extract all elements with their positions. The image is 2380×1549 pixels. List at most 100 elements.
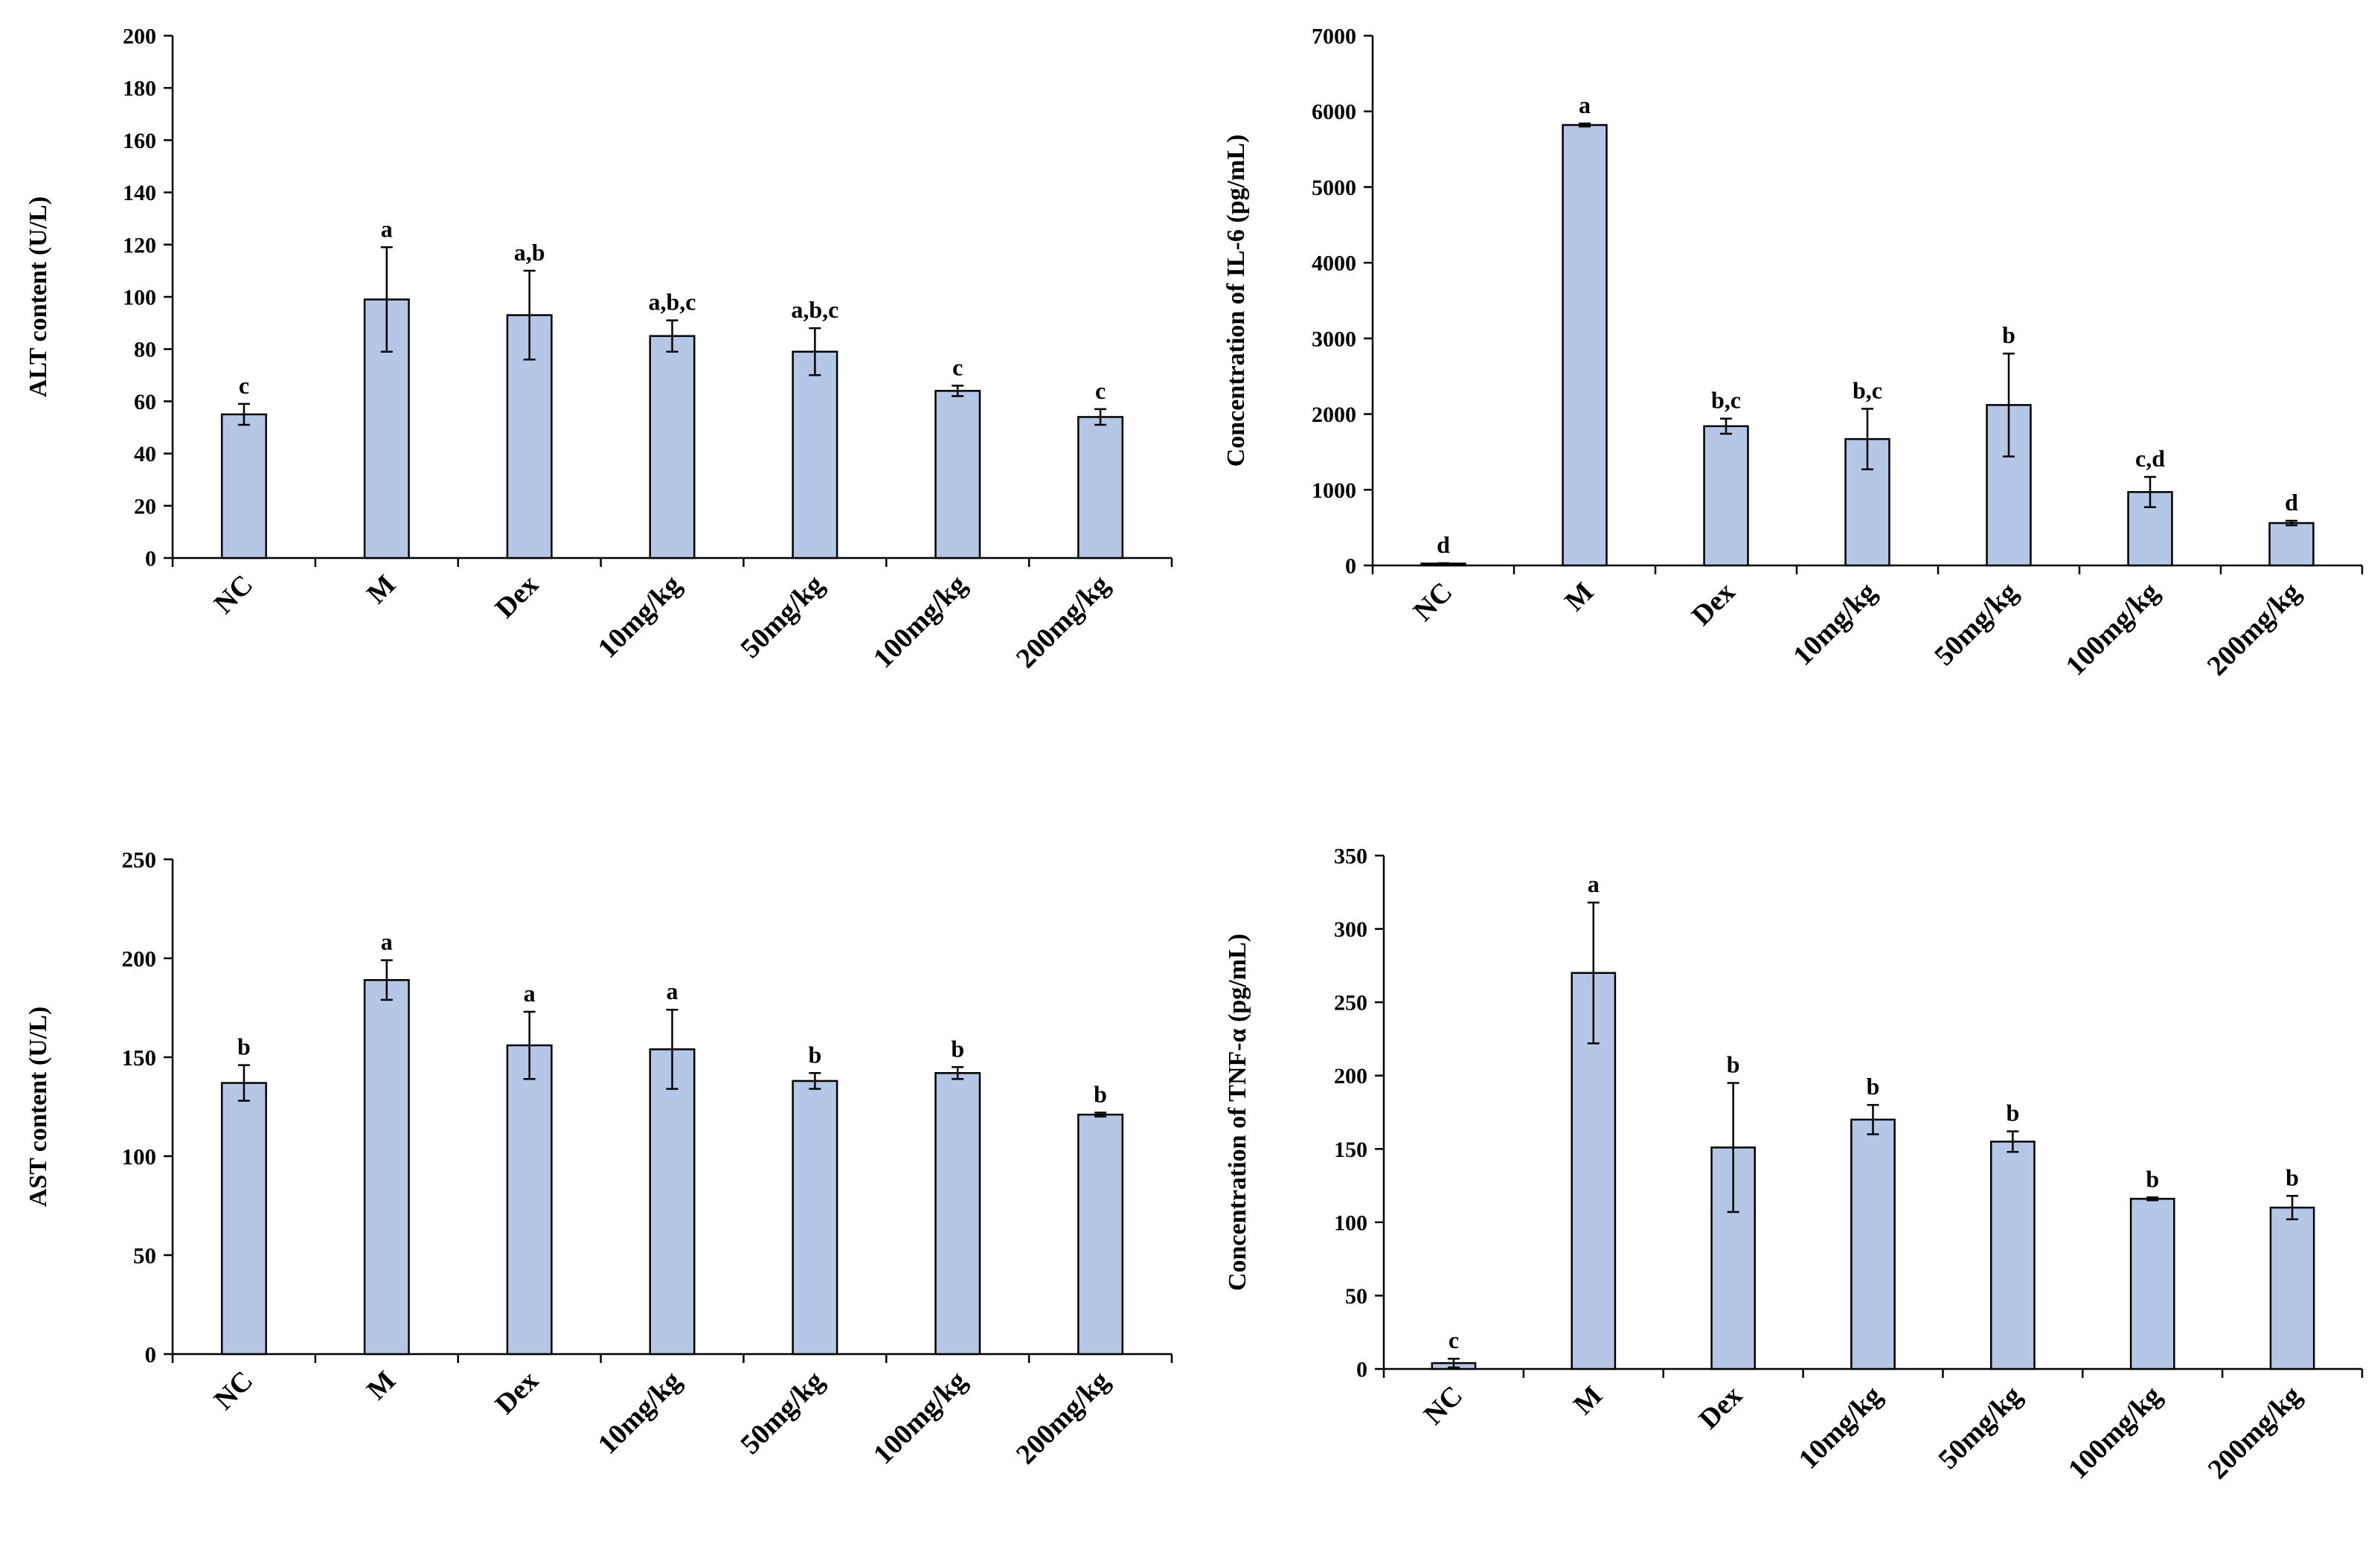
significance-label: c: [1449, 1327, 1459, 1353]
bar-dex: [1703, 425, 1749, 567]
x-tick-label: Dex: [490, 1365, 545, 1420]
x-tick-label: 100mg/kg: [867, 1365, 973, 1471]
x-tick-label: 200mg/kg: [2201, 577, 2307, 682]
y-tick-label: 80: [134, 338, 156, 362]
bar-dex: [506, 1044, 553, 1356]
significance-label: b: [951, 1035, 964, 1062]
bar-50mgkg: [792, 350, 838, 559]
bar-10mgkg: [649, 1048, 696, 1356]
y-tick-label: 100: [1334, 1210, 1367, 1235]
y-tick-label: 350: [1334, 844, 1367, 869]
y-tick-label: 100: [123, 286, 156, 310]
x-tick-label: M: [361, 569, 402, 610]
y-tick-label: 2000: [1312, 403, 1356, 427]
x-tick-label: M: [361, 1365, 402, 1406]
bar-m: [363, 979, 410, 1356]
y-axis-label: Concentration of IL-6 (pg/mL): [1222, 135, 1250, 467]
x-tick-label: NC: [208, 569, 260, 620]
x-tick-label: 10mg/kg: [592, 1365, 687, 1460]
significance-label: b: [1727, 1051, 1740, 1078]
bar-200mgkg: [2269, 1206, 2315, 1370]
x-tick-label: 50mg/kg: [1932, 1380, 2027, 1475]
significance-label: a,b,c: [791, 296, 838, 323]
y-tick-label: 160: [123, 129, 156, 153]
tnf-chart: 0 50 100 150 200 250 300 350 Concentration of TN…: [1224, 844, 2364, 1486]
x-tick-label: NC: [1418, 1380, 1469, 1431]
x-tick-label: 10mg/kg: [592, 569, 687, 664]
significance-label: a: [1588, 870, 1600, 897]
x-tick-label: M: [1568, 1380, 1608, 1421]
bar-100mgkg: [2129, 1198, 2175, 1370]
y-tick-label: 40: [134, 442, 156, 466]
x-tick-label: 50mg/kg: [1928, 577, 2024, 672]
y-tick-label: 100: [122, 1144, 157, 1170]
y-tick-label: 50: [133, 1242, 156, 1269]
x-tick-label: 10mg/kg: [1787, 577, 1882, 672]
y-tick-label: 150: [122, 1045, 157, 1071]
x-tick-label: 50mg/kg: [734, 569, 830, 664]
x-tick-label: 10mg/kg: [1793, 1380, 1888, 1475]
significance-label: c: [1095, 377, 1106, 404]
y-tick-label: 0: [1356, 1358, 1367, 1382]
significance-label: b: [808, 1041, 821, 1068]
bar-100mgkg: [934, 1072, 981, 1356]
significance-label: c,d: [2135, 445, 2165, 472]
y-tick-label: 0: [145, 547, 156, 571]
y-tick-label: 5000: [1312, 176, 1356, 200]
x-tick-label: Dex: [1686, 577, 1741, 632]
bar-10mgkg: [1850, 1118, 1896, 1370]
y-tick-label: 250: [122, 847, 157, 873]
significance-label: b: [1867, 1073, 1880, 1100]
alt-chart: 0 20 40 60 80 100 120 140 160 180 200 ALT content (…: [25, 25, 1173, 675]
x-tick-label: Dex: [490, 569, 545, 624]
bar-50mgkg: [1989, 1141, 2036, 1370]
x-tick-label: 200mg/kg: [1010, 1365, 1116, 1471]
y-tick-label: 180: [123, 77, 156, 101]
y-axis-label: AST content (U/L): [25, 1007, 52, 1208]
significance-label: d: [1437, 531, 1450, 558]
y-tick-label: 150: [1334, 1138, 1367, 1162]
y-tick-label: 1000: [1312, 478, 1356, 503]
significance-label: a: [381, 215, 393, 242]
y-tick-label: 200: [122, 946, 157, 972]
y-tick-label: 200: [1334, 1064, 1367, 1088]
y-tick-label: 300: [1334, 917, 1367, 942]
significance-label: b: [2286, 1164, 2299, 1190]
x-tick-label: 100mg/kg: [2062, 1380, 2168, 1486]
il6-chart: 0 1000 2000 3000 4000 5000 6000 7000 Concentrati…: [1222, 25, 2364, 682]
significance-label: b: [237, 1033, 251, 1060]
significance-label: a: [1579, 92, 1591, 118]
significance-label: b: [1094, 1080, 1107, 1107]
y-tick-label: 250: [1334, 991, 1367, 1016]
x-tick-label: NC: [1408, 577, 1459, 628]
y-tick-label: 50: [1345, 1284, 1367, 1309]
significance-label: b,c: [1711, 387, 1741, 414]
bar-200mgkg: [1077, 416, 1124, 559]
bar-m: [1562, 124, 1608, 567]
x-tick-label: Dex: [1693, 1380, 1748, 1435]
bar-200mgkg: [1077, 1113, 1124, 1356]
significance-label: a,b: [514, 239, 545, 266]
bar-nc: [220, 413, 267, 559]
significance-label: a: [667, 978, 679, 1004]
y-tick-label: 0: [1345, 554, 1356, 579]
y-tick-label: 140: [123, 181, 156, 205]
significance-label: b: [2002, 321, 2015, 348]
significance-label: c: [952, 353, 963, 380]
y-axis-label: Concentration of TNF-α (pg/mL): [1224, 934, 1251, 1291]
significance-label: b: [2006, 1100, 2019, 1126]
significance-label: a,b,c: [649, 289, 696, 315]
significance-label: c: [239, 372, 249, 399]
x-tick-label: 100mg/kg: [2060, 577, 2166, 682]
x-tick-label: M: [1559, 577, 1600, 618]
significance-label: b,c: [1853, 376, 1882, 403]
significance-label: b: [2146, 1165, 2159, 1192]
x-tick-label: 200mg/kg: [1010, 569, 1116, 675]
x-tick-label: 100mg/kg: [867, 569, 973, 675]
y-tick-label: 120: [123, 233, 156, 257]
y-tick-label: 4000: [1312, 251, 1356, 276]
y-tick-label: 0: [145, 1341, 157, 1367]
x-tick-label: 200mg/kg: [2202, 1380, 2308, 1486]
x-tick-label: 50mg/kg: [734, 1365, 830, 1460]
